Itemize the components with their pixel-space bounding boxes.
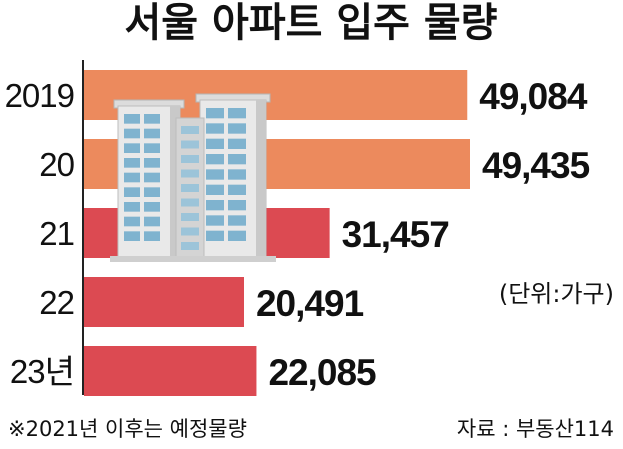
tower-right-window <box>228 230 246 241</box>
tower-right-window <box>228 169 246 180</box>
category-label: 21 <box>39 215 74 252</box>
tower-connector-window <box>181 184 199 192</box>
category-label: 22 <box>39 284 74 321</box>
value-label: 49,435 <box>482 145 590 186</box>
tower-right-side <box>256 100 266 258</box>
tower-right-window <box>228 200 246 211</box>
value-label: 20,491 <box>256 283 364 324</box>
chart-title: 서울 아파트 입주 물량 <box>125 0 498 46</box>
category-label: 20 <box>39 146 74 183</box>
tower-right-window <box>228 138 246 149</box>
tower-right-window <box>206 138 224 149</box>
tower-connector-window <box>181 242 199 250</box>
category-label: 23년 <box>10 353 74 390</box>
building-base <box>110 256 276 262</box>
tower-connector-window <box>181 140 199 149</box>
tower-left-window <box>124 143 140 153</box>
value-label: 31,457 <box>342 214 449 255</box>
tower-left-window <box>124 187 140 197</box>
bar-5 <box>84 346 257 396</box>
tower-connector-window <box>181 213 199 221</box>
tower-left-side <box>170 106 180 258</box>
bar-4 <box>84 277 244 327</box>
tower-left-window <box>124 202 140 212</box>
tower-left-window <box>144 114 160 124</box>
tower-left-window <box>144 187 160 197</box>
tower-right-window <box>206 169 224 180</box>
tower-right-window <box>206 108 224 119</box>
building-illustration <box>110 93 276 262</box>
category-label: 2019 <box>5 77 74 114</box>
tower-connector-window <box>181 126 199 134</box>
tower-left-window <box>124 114 140 124</box>
value-label: 49,084 <box>479 76 588 117</box>
tower-left-window <box>124 216 140 227</box>
tower-right-window <box>206 215 224 226</box>
tower-left-window <box>144 202 160 212</box>
tower-right-window <box>206 154 224 165</box>
tower-left-window <box>124 158 140 168</box>
tower-left-window <box>144 158 160 168</box>
source-label: 자료 : 부동산114 <box>457 417 614 441</box>
tower-left-window <box>144 143 160 153</box>
unit-label: (단위:가구) <box>499 280 614 308</box>
tower-right-window <box>228 108 246 119</box>
tower-left-window <box>144 128 160 139</box>
tower-right-window <box>206 184 224 195</box>
tower-right-window <box>228 184 246 195</box>
tower-connector-window <box>181 155 199 163</box>
tower-left-window <box>124 172 140 183</box>
tower-right-window <box>206 200 224 211</box>
tower-connector-window <box>181 169 199 178</box>
tower-left-window <box>144 216 160 227</box>
tower-left-window <box>124 128 140 139</box>
tower-right-window <box>228 123 246 134</box>
tower-right-window <box>228 154 246 165</box>
footnote: ※2021년 이후는 예정물량 <box>8 417 247 441</box>
tower-left-window <box>124 231 140 241</box>
labels-group: 2019 49,084 20 49,435 21 31,457 22 20,491 23년 22,… <box>5 76 591 393</box>
tower-connector-window <box>181 198 199 207</box>
value-label: 22,085 <box>268 352 376 393</box>
tower-right-window <box>206 123 224 134</box>
tower-connector-window <box>181 227 199 236</box>
tower-left-window <box>144 172 160 183</box>
tower-left-window <box>144 231 160 241</box>
tower-right-window <box>206 230 224 241</box>
tower-right-window <box>228 215 246 226</box>
